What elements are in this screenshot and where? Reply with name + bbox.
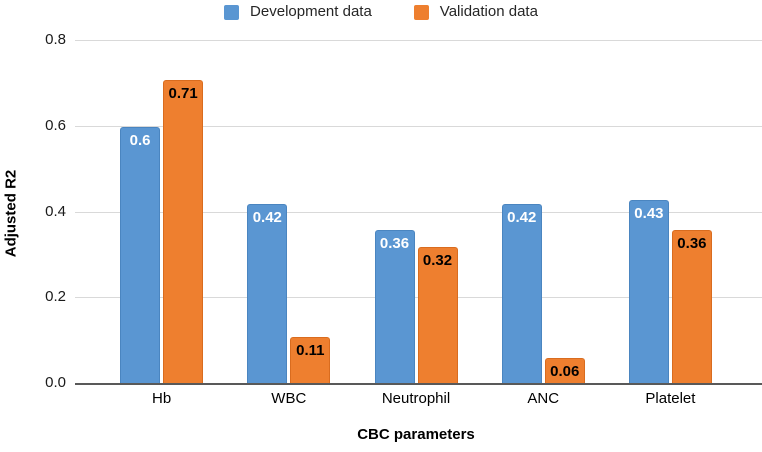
legend-swatch-development-data bbox=[224, 4, 240, 20]
bar-validation-hb: 0.71 bbox=[163, 80, 204, 384]
gridline bbox=[75, 40, 762, 41]
y-axis-title: Adjusted R2 bbox=[2, 169, 20, 258]
bar-development-anc: 0.42 bbox=[501, 204, 542, 384]
bar-development-neutrophil: 0.36 bbox=[374, 230, 415, 384]
bar-validation-wbc: 0.11 bbox=[290, 337, 331, 384]
bar-group-wbc: 0.42 0.11 bbox=[225, 41, 352, 384]
bar-value-label: 0.71 bbox=[168, 85, 198, 102]
category-labels-row: Hb WBC Neutrophil ANC Platelet bbox=[98, 390, 734, 407]
bar-validation-platelet: 0.36 bbox=[671, 230, 712, 384]
bar-value-label: 0.36 bbox=[677, 235, 707, 252]
legend-item-label: Development data bbox=[250, 3, 372, 20]
category-label-platelet: Platelet bbox=[645, 390, 696, 407]
bar-value-label: 0.11 bbox=[296, 342, 325, 359]
bar-group-neutrophil: 0.36 0.32 bbox=[352, 41, 479, 384]
bar-group-anc: 0.42 0.06 bbox=[480, 41, 607, 384]
bar-validation-anc: 0.06 bbox=[544, 358, 585, 384]
category-label-neutrophil: Neutrophil bbox=[381, 390, 451, 407]
legend-item-development-data: Development data bbox=[224, 3, 372, 21]
category-label-anc: ANC bbox=[527, 390, 560, 407]
bar-group-platelet: 0.43 0.36 bbox=[607, 41, 734, 384]
bars-area: 0.6 0.71 0.42 0.11 0.36 0.32 0.42 0.06 0.43 0.36 bbox=[98, 41, 734, 384]
y-tick-label: 0.4 bbox=[45, 202, 66, 220]
category-label-wbc: WBC bbox=[271, 390, 307, 407]
bar-development-platelet: 0.43 bbox=[628, 200, 669, 384]
legend: Development data Validation data bbox=[0, 3, 762, 21]
gridline bbox=[75, 211, 762, 213]
legend-swatch-validation-data bbox=[413, 4, 429, 20]
bar-value-label: 0.06 bbox=[550, 363, 580, 380]
bar-development-hb: 0.6 bbox=[120, 127, 161, 384]
y-tick-label: 0.8 bbox=[45, 31, 66, 48]
legend-item-validation-data: Validation data bbox=[413, 3, 538, 21]
bar-value-label: 0.6 bbox=[129, 132, 151, 149]
bar-value-label: 0.42 bbox=[252, 209, 282, 226]
x-axis-baseline bbox=[75, 383, 762, 385]
y-tick-label: 0.6 bbox=[45, 116, 66, 134]
y-tick-label: 0.2 bbox=[45, 288, 66, 306]
category-label-hb: Hb bbox=[152, 390, 172, 407]
y-tick-label: 0.0 bbox=[45, 374, 66, 391]
bar-group-hb: 0.6 0.71 bbox=[98, 41, 225, 384]
bar-value-label: 0.32 bbox=[422, 252, 453, 269]
gridline bbox=[75, 125, 762, 127]
bar-value-label: 0.36 bbox=[379, 235, 410, 252]
x-axis-title: CBC parameters bbox=[357, 426, 475, 443]
bar-validation-neutrophil: 0.32 bbox=[417, 247, 458, 384]
legend-item-label: Validation data bbox=[439, 3, 538, 20]
bar-value-label: 0.42 bbox=[507, 209, 537, 226]
bar-development-wbc: 0.42 bbox=[247, 204, 288, 384]
bar-value-label: 0.43 bbox=[634, 205, 664, 222]
